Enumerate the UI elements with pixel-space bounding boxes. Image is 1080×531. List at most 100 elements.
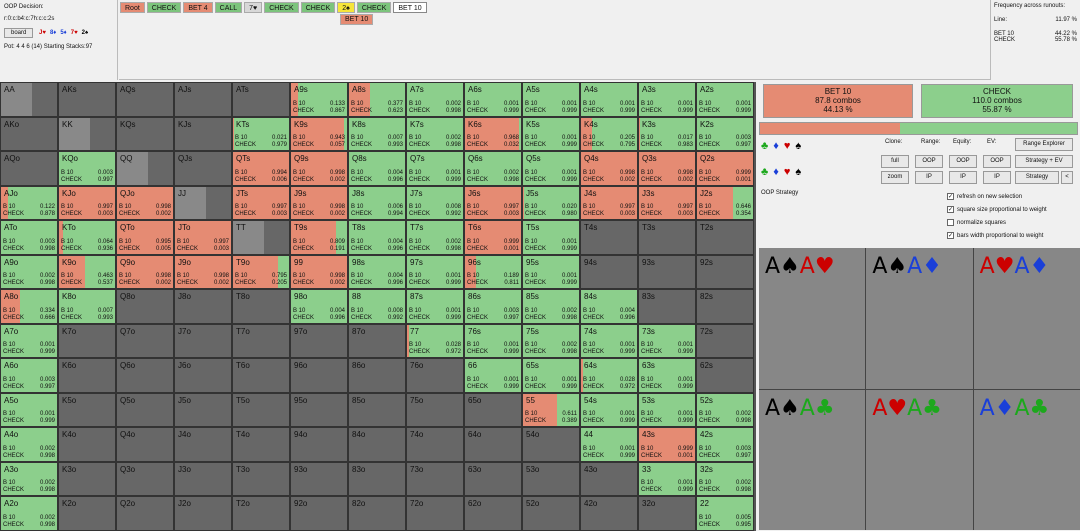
full-button[interactable]: full xyxy=(881,155,909,168)
hand-cell-92o[interactable]: 92o xyxy=(290,496,348,531)
hand-cell-K6s[interactable]: B 10 0.968 CHECK 0.032 K6s xyxy=(464,116,522,151)
hand-cell-K8o[interactable]: B 10 0.007 CHECK 0.993 K8o xyxy=(58,289,116,324)
hand-cell-KK[interactable]: KK xyxy=(58,116,116,151)
option-checkbox-2[interactable]: normalize squares xyxy=(947,219,1006,226)
hand-cell-K4o[interactable]: K4o xyxy=(58,427,116,462)
checkbox[interactable]: ✓ xyxy=(947,193,954,200)
hand-cell-A4s[interactable]: B 10 0.001 CHECK 0.999 A4s xyxy=(580,82,638,117)
hand-cell-65s[interactable]: B 10 0.001 CHECK 0.999 65s xyxy=(522,358,580,393)
hand-cell-98s[interactable]: B 10 0.004 CHECK 0.996 98s xyxy=(348,254,406,289)
hand-cell-83o[interactable]: 83o xyxy=(348,461,406,496)
suit-filter-icon[interactable]: ♦ xyxy=(773,140,779,152)
hand-cell-95o[interactable]: 95o xyxy=(290,392,348,427)
combo-tile-3[interactable]: A♠A♣ xyxy=(759,389,866,530)
hand-cell-T8s[interactable]: B 10 0.004 CHECK 0.996 T8s xyxy=(348,220,406,255)
hand-cell-T6s[interactable]: B 10 0.999 CHECK 0.001 T6s xyxy=(464,220,522,255)
hand-cell-K9s[interactable]: B 10 0.943 CHECK 0.057 K9s xyxy=(290,116,348,151)
breadcrumb-node-0[interactable]: Root xyxy=(120,2,145,13)
hand-cell-K4s[interactable]: B 10 0.205 CHECK 0.795 K4s xyxy=(580,116,638,151)
hand-cell-83s[interactable]: 83s xyxy=(638,289,696,324)
board-button[interactable]: board xyxy=(4,28,34,38)
option-checkbox-0[interactable]: ✓ refresh on new selection xyxy=(947,193,1022,200)
hand-cell-A6o[interactable]: B 10 0.003 CHECK 0.997 A6o xyxy=(0,358,58,393)
hand-cell-96o[interactable]: 96o xyxy=(290,358,348,393)
suit-filter-icon[interactable]: ♠ xyxy=(795,166,802,178)
hand-cell-84s[interactable]: B 10 0.004 CHECK 0.996 84s xyxy=(580,289,638,324)
hand-cell-K9o[interactable]: B 10 0.463 CHECK 0.537 K9o xyxy=(58,254,116,289)
hand-cell-A8o[interactable]: B 10 0.334 CHECK 0.666 A8o xyxy=(0,289,58,324)
hand-cell-JJ[interactable]: JJ xyxy=(174,185,232,220)
hand-cell-Q7s[interactable]: B 10 0.001 CHECK 0.999 Q7s xyxy=(406,151,464,186)
suit-filter-icon[interactable]: ♦ xyxy=(773,166,779,178)
hand-cell-J5o[interactable]: J5o xyxy=(174,392,232,427)
hand-cell-AKs[interactable]: AKs xyxy=(58,82,116,117)
hand-cell-53s[interactable]: B 10 0.001 CHECK 0.999 53s xyxy=(638,392,696,427)
hand-cell-A2s[interactable]: B 10 0.001 CHECK 0.999 A2s xyxy=(696,82,754,117)
hand-cell-65o[interactable]: 65o xyxy=(464,392,522,427)
hand-cell-J9o[interactable]: B 10 0.998 CHECK 0.002 J9o xyxy=(174,254,232,289)
hand-cell-K5o[interactable]: K5o xyxy=(58,392,116,427)
hand-cell-Q6s[interactable]: B 10 0.002 CHECK 0.998 Q6s xyxy=(464,151,522,186)
hand-cell-KQo[interactable]: B 10 0.003 CHECK 0.997 KQo xyxy=(58,151,116,186)
hand-cell-94o[interactable]: 94o xyxy=(290,427,348,462)
hand-cell-J6o[interactable]: J6o xyxy=(174,358,232,393)
hand-cell-74o[interactable]: 74o xyxy=(406,427,464,462)
hand-cell-T5o[interactable]: T5o xyxy=(232,392,290,427)
hand-cell-A7o[interactable]: B 10 0.001 CHECK 0.999 A7o xyxy=(0,323,58,358)
suit-filter-icon[interactable]: ♣ xyxy=(761,166,769,178)
hand-cell-82o[interactable]: 82o xyxy=(348,496,406,531)
hand-cell-T3s[interactable]: T3s xyxy=(638,220,696,255)
breadcrumb-node-9[interactable]: BET 10 xyxy=(393,2,427,13)
hand-cell-Q3o[interactable]: Q3o xyxy=(116,461,174,496)
hand-cell-T2s[interactable]: T2s xyxy=(696,220,754,255)
hand-cell-72s[interactable]: 72s xyxy=(696,323,754,358)
hand-cell-94s[interactable]: 94s xyxy=(580,254,638,289)
hand-cell-JTs[interactable]: B 10 0.997 CHECK 0.003 JTs xyxy=(232,185,290,220)
hand-cell-A8s[interactable]: B 10 0.377 CHECK 0.623 A8s xyxy=(348,82,406,117)
hand-cell-T7o[interactable]: T7o xyxy=(232,323,290,358)
hand-cell-A3o[interactable]: B 10 0.002 CHECK 0.998 A3o xyxy=(0,461,58,496)
hand-cell-KJo[interactable]: B 10 0.997 CHECK 0.003 KJo xyxy=(58,185,116,220)
hand-cell-66[interactable]: B 10 0.001 CHECK 0.999 66 xyxy=(464,358,522,393)
hand-cell-K3s[interactable]: B 10 0.017 CHECK 0.983 K3s xyxy=(638,116,696,151)
hand-cell-KTo[interactable]: B 10 0.064 CHECK 0.936 KTo xyxy=(58,220,116,255)
hand-cell-Q8s[interactable]: B 10 0.004 CHECK 0.996 Q8s xyxy=(348,151,406,186)
hand-cell-J6s[interactable]: B 10 0.997 CHECK 0.003 J6s xyxy=(464,185,522,220)
hand-cell-A9s[interactable]: B 10 0.133 CHECK 0.867 A9s xyxy=(290,82,348,117)
hand-cell-QTs[interactable]: B 10 0.994 CHECK 0.006 QTs xyxy=(232,151,290,186)
hand-cell-T6o[interactable]: T6o xyxy=(232,358,290,393)
range-ip-button[interactable]: IP xyxy=(915,171,943,184)
hand-cell-63s[interactable]: B 10 0.001 CHECK 0.999 63s xyxy=(638,358,696,393)
hand-cell-T2o[interactable]: T2o xyxy=(232,496,290,531)
hand-cell-99[interactable]: B 10 0.998 CHECK 0.002 99 xyxy=(290,254,348,289)
hand-cell-J2o[interactable]: J2o xyxy=(174,496,232,531)
hand-cell-93o[interactable]: 93o xyxy=(290,461,348,496)
hand-cell-97o[interactable]: 97o xyxy=(290,323,348,358)
combo-tile-2[interactable]: A♥A♦ xyxy=(973,248,1080,389)
hand-cell-K7o[interactable]: K7o xyxy=(58,323,116,358)
collapse-arrow-button[interactable]: < xyxy=(1061,171,1073,184)
hand-cell-87s[interactable]: B 10 0.001 CHECK 0.999 87s xyxy=(406,289,464,324)
hand-cell-J8s[interactable]: B 10 0.006 CHECK 0.994 J8s xyxy=(348,185,406,220)
combo-tile-4[interactable]: A♥A♣ xyxy=(866,389,973,530)
hand-cell-QTo[interactable]: B 10 0.995 CHECK 0.005 QTo xyxy=(116,220,174,255)
hand-cell-Q9o[interactable]: B 10 0.998 CHECK 0.002 Q9o xyxy=(116,254,174,289)
combo-tile-0[interactable]: A♠A♥ xyxy=(759,248,866,389)
breadcrumb-node-4[interactable]: 7♥ xyxy=(244,2,263,13)
checkbox[interactable]: ✓ xyxy=(947,232,954,239)
hand-cell-74s[interactable]: B 10 0.001 CHECK 0.999 74s xyxy=(580,323,638,358)
zoom-button[interactable]: zoom xyxy=(881,171,909,184)
combo-tile-5[interactable]: A♦A♣ xyxy=(973,389,1080,530)
hand-cell-43s[interactable]: B 10 0.999 CHECK 0.001 43s xyxy=(638,427,696,462)
hand-cell-33[interactable]: B 10 0.001 CHECK 0.999 33 xyxy=(638,461,696,496)
hand-cell-TT[interactable]: TT xyxy=(232,220,290,255)
equity-oop-button[interactable]: OOP xyxy=(949,155,977,168)
hand-cell-85o[interactable]: 85o xyxy=(348,392,406,427)
hand-cell-J2s[interactable]: B 10 0.646 CHECK 0.354 J2s xyxy=(696,185,754,220)
hand-cell-32s[interactable]: B 10 0.002 CHECK 0.998 32s xyxy=(696,461,754,496)
hand-cell-62s[interactable]: 62s xyxy=(696,358,754,393)
checkbox[interactable]: ✓ xyxy=(947,206,954,213)
hand-cell-QJo[interactable]: B 10 0.998 CHECK 0.002 QJo xyxy=(116,185,174,220)
ev-ip-button[interactable]: IP xyxy=(983,171,1011,184)
suit-filter-icon[interactable]: ♥ xyxy=(783,140,791,152)
